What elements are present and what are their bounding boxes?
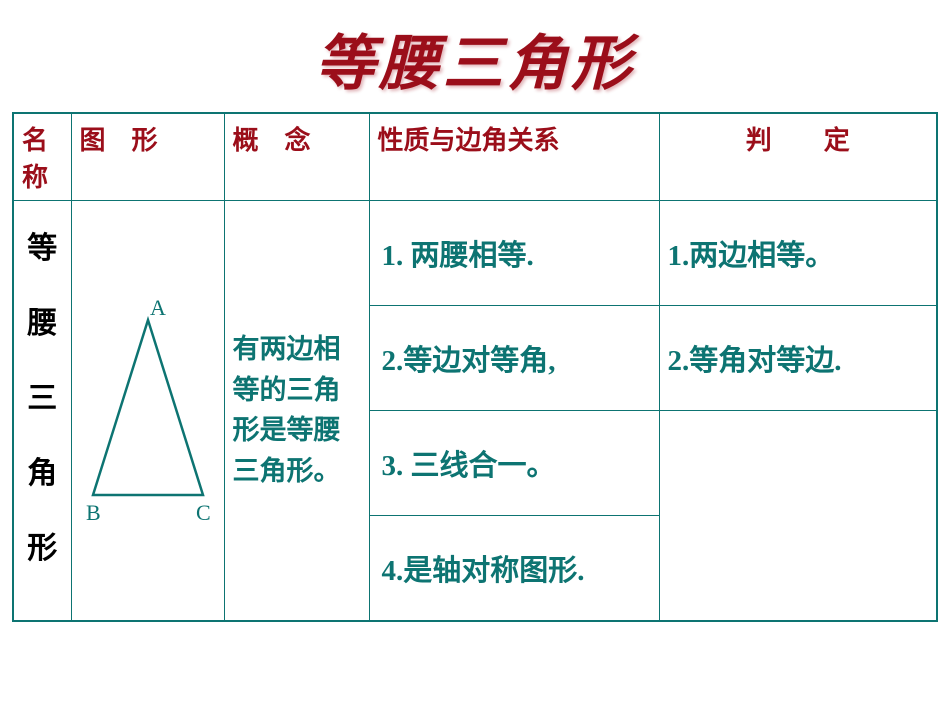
concept-cell: 有两边相等的三角形是等腰三角形。 (224, 201, 369, 621)
row-label-c1: 等 (20, 211, 65, 286)
header-properties: 性质与边角关系 (369, 113, 659, 201)
vertex-b-label: B (86, 500, 101, 525)
property-2: 2.等边对等角, (369, 306, 659, 411)
header-concept: 概 念 (224, 113, 369, 201)
judgment-1: 1.两边相等。 (659, 201, 937, 306)
header-name: 名称 (13, 113, 71, 201)
body-row-1: 等 腰 三 角 形 A B C 有两边相等的三角形是等腰三角形。 1. 两腰相等… (13, 201, 937, 306)
isosceles-table: 名称 图 形 概 念 性质与边角关系 判 定 等 腰 三 角 形 A B C (12, 112, 938, 622)
shape-cell: A B C (71, 201, 224, 621)
judgment-2: 2.等角对等边. (659, 306, 937, 411)
row-label-cell: 等 腰 三 角 形 (13, 201, 71, 621)
header-judgment: 判 定 (659, 113, 937, 201)
triangle-diagram: A B C (78, 280, 218, 540)
vertex-a-label: A (150, 295, 166, 320)
judgment-empty (659, 411, 937, 621)
property-1: 1. 两腰相等. (369, 201, 659, 306)
row-label-c5: 形 (20, 511, 65, 586)
table-container: 名称 图 形 概 念 性质与边角关系 判 定 等 腰 三 角 形 A B C (12, 112, 938, 622)
row-label-c2: 腰 (20, 286, 65, 361)
row-label-c4: 角 (20, 436, 65, 511)
page-title: 等腰三角形 (0, 0, 950, 112)
header-row: 名称 图 形 概 念 性质与边角关系 判 定 (13, 113, 937, 201)
row-label-c3: 三 (20, 361, 65, 436)
property-4: 4.是轴对称图形. (369, 516, 659, 621)
header-shape: 图 形 (71, 113, 224, 201)
vertex-c-label: C (196, 500, 211, 525)
triangle-shape (93, 320, 203, 495)
property-3: 3. 三线合一。 (369, 411, 659, 516)
